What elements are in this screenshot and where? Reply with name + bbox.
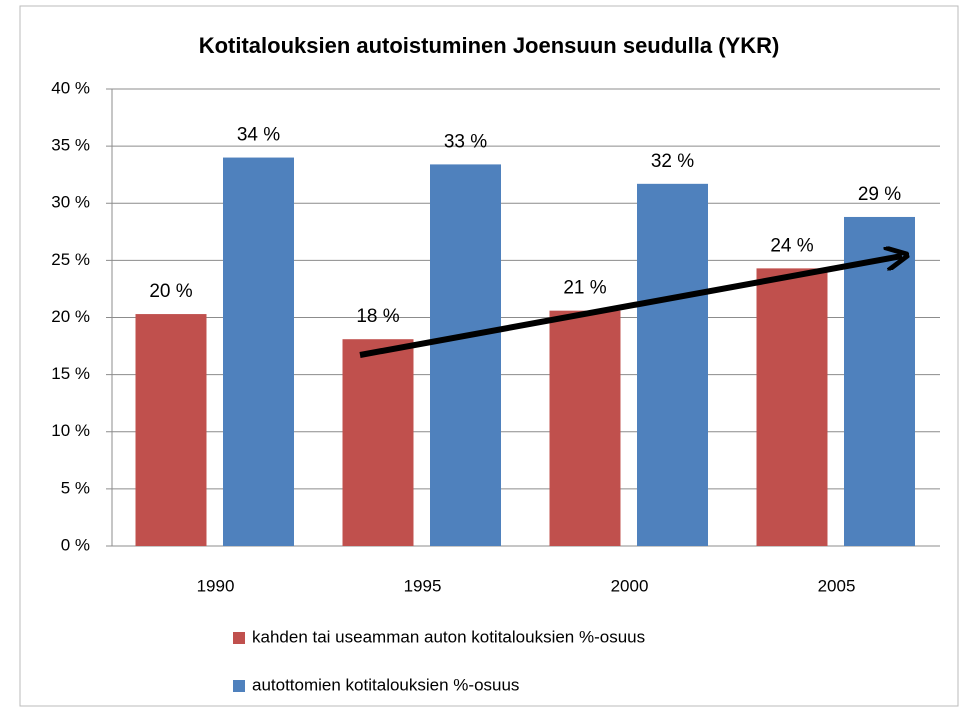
value-label: 21 % xyxy=(563,278,606,299)
bar xyxy=(844,216,915,546)
legend-label: kahden tai useamman auton kotitalouksien… xyxy=(252,627,645,646)
value-label: 32 % xyxy=(651,151,694,172)
bar xyxy=(223,157,294,547)
value-label: 33 % xyxy=(444,131,487,152)
value-label: 24 % xyxy=(770,235,813,256)
bar xyxy=(342,339,414,546)
x-tick-label: 2005 xyxy=(818,576,856,595)
y-tick-label: 35 % xyxy=(51,136,90,155)
x-tick-label: 1995 xyxy=(404,576,442,595)
legend-label: autottomien kotitalouksien %-osuus xyxy=(252,675,519,694)
value-label: 34 % xyxy=(237,125,280,146)
value-label: 20 % xyxy=(149,281,192,302)
y-tick-label: 5 % xyxy=(61,478,90,497)
bars xyxy=(135,157,915,547)
legend-swatch xyxy=(233,680,245,692)
y-tick-label: 0 % xyxy=(61,535,90,554)
value-label: 29 % xyxy=(858,184,901,205)
bar xyxy=(549,310,621,546)
trend-arrow xyxy=(359,256,902,358)
labels: 0 % 5 % 10 % 15 % 20 % 25 % 30 % 35 % 40 % 1990 20… xyxy=(51,78,901,694)
x-tick-label: 2000 xyxy=(611,576,649,595)
bar xyxy=(756,268,828,546)
y-tick-label: 30 % xyxy=(51,193,90,212)
y-tick-label: 20 % xyxy=(51,307,90,326)
chart-title: Kotitalouksien autoistuminen Joensuun se… xyxy=(199,33,780,58)
y-tick-label: 25 % xyxy=(51,250,90,269)
value-label: 18 % xyxy=(356,306,399,327)
x-tick-label: 1990 xyxy=(197,576,235,595)
bar xyxy=(430,164,501,546)
y-tick-label: 10 % xyxy=(51,421,90,440)
legend-swatch xyxy=(233,632,245,644)
bar xyxy=(135,314,207,546)
y-tick-label: 40 % xyxy=(51,78,90,97)
bar xyxy=(637,183,708,546)
y-tick-label: 15 % xyxy=(51,364,90,383)
